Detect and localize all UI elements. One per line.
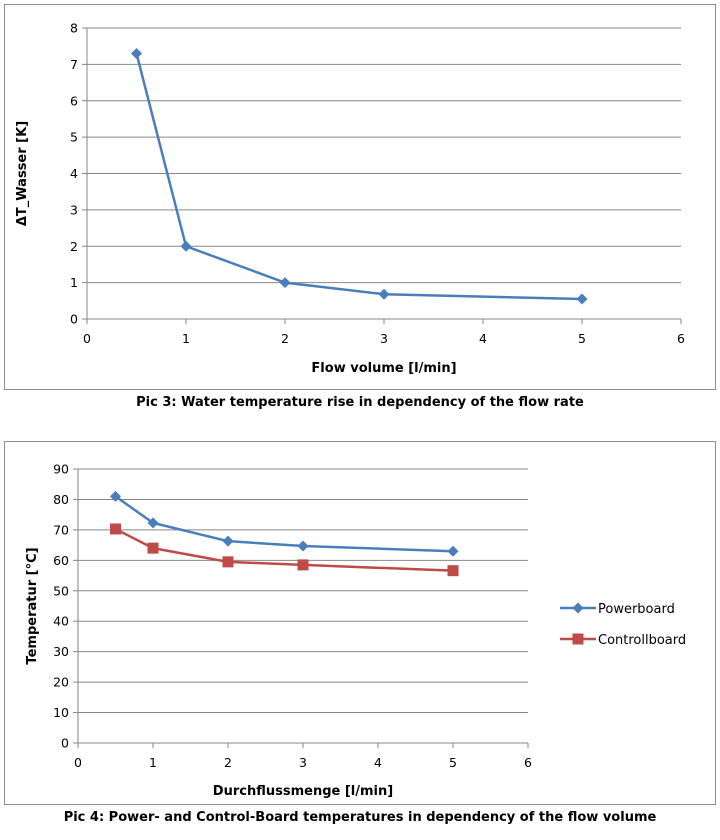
- y-tick-label: 80: [53, 492, 69, 507]
- x-tick-label: 1: [182, 331, 190, 346]
- x-tick-label: 6: [524, 755, 532, 770]
- x-axis-title: Flow volume [l/min]: [311, 361, 456, 376]
- legend-marker: [572, 602, 584, 614]
- y-tick-label: 3: [70, 202, 78, 217]
- y-tick-label: 6: [70, 93, 78, 108]
- data-point: [279, 277, 291, 289]
- y-tick-label: 70: [53, 522, 69, 537]
- x-tick-label: 4: [374, 755, 382, 770]
- x-tick-label: 2: [281, 331, 289, 346]
- chart-2: 0 10 20 30 40 50 60 70 80 90 0 1 2 3 4 5 6 Durchflussmeng…: [25, 462, 686, 800]
- y-tick-label: 0: [70, 312, 78, 327]
- data-point: [180, 240, 192, 252]
- y-tick-label: 0: [61, 736, 69, 751]
- data-point: [147, 517, 159, 529]
- data-point: [110, 523, 121, 535]
- y-tick-label: 60: [53, 553, 69, 568]
- y-tick-label: 50: [53, 583, 69, 598]
- y-tick-label: 7: [70, 57, 78, 72]
- data-point: [447, 565, 459, 577]
- x-axis-title: Durchflussmenge [l/min]: [213, 784, 393, 799]
- y-tick-label: 1: [70, 275, 78, 290]
- series-line: [114, 495, 454, 553]
- x-tick-label: 3: [380, 331, 388, 346]
- y-tick-label: 30: [53, 644, 69, 659]
- x-tick-label: 5: [449, 755, 457, 770]
- y-tick-label: 5: [70, 130, 78, 145]
- y-tick-label: 2: [70, 239, 78, 254]
- legend-label: Controllboard: [598, 633, 686, 648]
- data-point: [147, 542, 159, 554]
- data-point: [576, 293, 588, 305]
- y-tick-label: 20: [53, 675, 69, 690]
- data-point: [131, 47, 142, 59]
- chart-2-caption: Pic 4: Power- and Control-Board temperat…: [63, 810, 657, 825]
- x-tick-label: 0: [83, 331, 91, 346]
- y-tick-label: 8: [70, 21, 78, 36]
- data-point: [222, 556, 234, 568]
- legend-marker: [572, 633, 584, 645]
- series-line: [135, 53, 583, 301]
- data-point: [297, 559, 309, 571]
- y-axis-title: Temperatur [°C]: [25, 547, 40, 664]
- data-point: [110, 490, 121, 502]
- data-point: [297, 540, 309, 552]
- chart-1-caption: Pic 3: Water temperature rise in depende…: [136, 395, 584, 410]
- data-point: [222, 535, 234, 547]
- data-point: [378, 288, 390, 300]
- x-tick-label: 1: [149, 755, 157, 770]
- chart-1: 0 1 2 3 4 5 6 7 8 0 1 2 3 4 5 6 Flow volume [l/min] ΔT_Wa…: [15, 21, 685, 377]
- x-tick-label: 0: [74, 755, 82, 770]
- data-point: [447, 545, 459, 557]
- chart-1-frame: [4, 4, 716, 390]
- y-tick-label: 10: [53, 705, 69, 720]
- x-tick-label: 6: [677, 331, 685, 346]
- y-axis-title: ΔT_Wasser [K]: [15, 121, 30, 226]
- x-tick-label: 2: [224, 755, 232, 770]
- x-tick-label: 5: [578, 331, 586, 346]
- y-tick-label: 4: [70, 166, 78, 181]
- x-tick-label: 3: [299, 755, 307, 770]
- y-tick-label: 40: [53, 614, 69, 629]
- x-tick-label: 4: [479, 331, 487, 346]
- y-tick-label: 90: [53, 462, 69, 477]
- legend-label: Powerboard: [598, 602, 675, 617]
